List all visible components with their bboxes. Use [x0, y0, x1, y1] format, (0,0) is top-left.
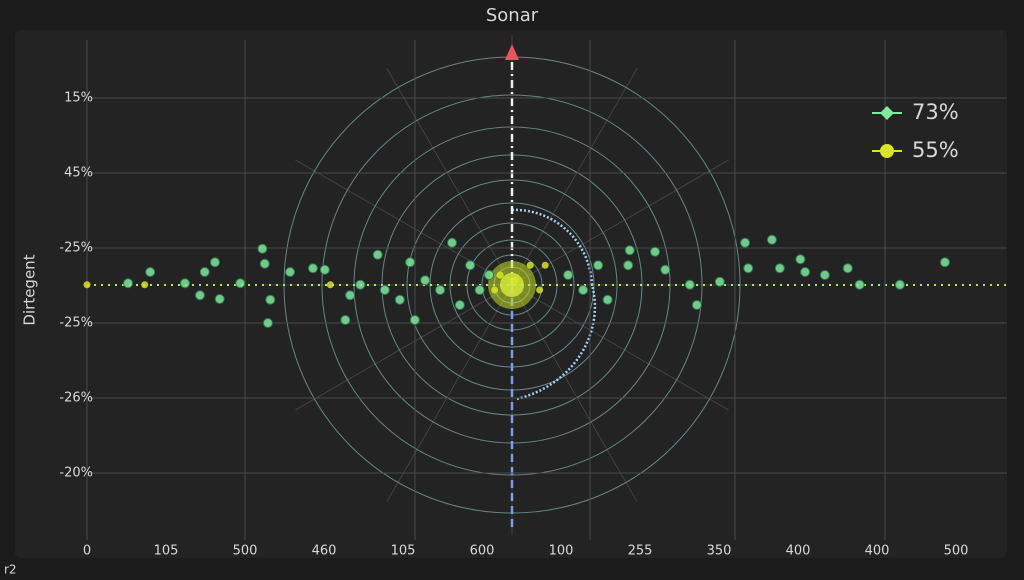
y-tick-label: -26% — [59, 391, 93, 406]
point — [259, 258, 270, 269]
point — [800, 267, 811, 277]
y-tick-label: 45% — [64, 166, 93, 181]
point — [454, 300, 465, 310]
sonar-sweep — [511, 208, 597, 401]
x-tick-label: 255 — [628, 544, 653, 559]
point — [602, 294, 613, 305]
sonar-spoke — [386, 68, 513, 286]
point — [496, 271, 504, 279]
point — [624, 245, 635, 256]
point — [235, 278, 246, 289]
point — [842, 263, 853, 274]
point — [141, 281, 149, 289]
point — [257, 243, 268, 254]
heading-arrow — [505, 44, 519, 60]
point — [345, 290, 356, 301]
point — [307, 263, 318, 274]
point — [465, 260, 476, 271]
point — [446, 237, 457, 248]
point — [623, 260, 634, 271]
point — [83, 281, 91, 289]
point — [199, 267, 210, 277]
legend-marker — [880, 144, 894, 158]
sonar-spoke — [511, 284, 638, 502]
x-tick-label: 500 — [233, 544, 258, 559]
y-tick-label: 15% — [64, 91, 93, 106]
point — [894, 279, 905, 290]
sonar-spoke — [511, 68, 638, 286]
point — [939, 257, 950, 268]
point — [340, 315, 351, 325]
point — [484, 270, 495, 280]
sonar-ring — [449, 222, 575, 348]
point — [691, 300, 702, 310]
point — [194, 290, 205, 301]
y-tick-label: -25% — [59, 316, 93, 331]
point — [766, 234, 777, 245]
point — [262, 318, 273, 328]
y-tick-label: -25% — [59, 241, 93, 256]
x-tick-label: 100 — [549, 544, 574, 559]
point — [526, 261, 534, 269]
point — [285, 267, 296, 277]
sonar-spoke — [295, 284, 513, 411]
point — [593, 260, 604, 271]
legend-label: 55% — [912, 138, 959, 162]
point — [536, 286, 544, 294]
point — [854, 279, 865, 290]
chart-title: Sonar — [486, 5, 539, 26]
x-tick-label: 105 — [391, 544, 416, 559]
sonar-spoke — [511, 284, 729, 411]
point — [209, 257, 220, 268]
point — [179, 278, 190, 289]
x-tick-label: 400 — [786, 544, 811, 559]
point — [684, 279, 695, 290]
point — [420, 275, 431, 286]
center-core — [500, 273, 524, 297]
point — [774, 263, 785, 274]
legend-label: 73% — [912, 100, 959, 124]
x-tick-label: 350 — [707, 544, 732, 559]
point — [541, 261, 549, 269]
corner-label: r2 — [4, 563, 17, 577]
point — [409, 315, 420, 325]
x-tick-label: 460 — [312, 544, 337, 559]
point — [379, 285, 390, 295]
sonar-spoke — [386, 284, 513, 502]
point — [319, 264, 330, 275]
x-tick-label: 600 — [470, 544, 495, 559]
x-tick-label: 0 — [83, 544, 91, 559]
point — [578, 285, 589, 295]
point — [511, 276, 519, 284]
legend-marker — [880, 106, 894, 120]
point — [491, 286, 499, 294]
point — [405, 257, 416, 268]
point — [743, 263, 754, 274]
point — [740, 237, 751, 248]
point — [372, 249, 383, 260]
sonar-decor — [87, 35, 1007, 535]
point — [435, 285, 446, 295]
point — [660, 264, 671, 275]
point — [714, 276, 725, 287]
y-tick-label: -20% — [59, 466, 93, 481]
point — [145, 267, 156, 277]
x-tick-label: 105 — [154, 544, 179, 559]
point — [326, 281, 334, 289]
x-tick-label: 400 — [865, 544, 890, 559]
point — [123, 278, 134, 289]
point — [474, 285, 485, 295]
point — [563, 270, 574, 280]
x-tick-label: 500 — [944, 544, 969, 559]
point — [819, 270, 830, 280]
point — [394, 294, 405, 305]
point — [265, 294, 276, 305]
y-axis-label: Dirtegent — [21, 254, 39, 325]
point — [795, 254, 806, 265]
sonar-spoke — [295, 159, 513, 286]
point — [650, 246, 661, 257]
point — [355, 279, 366, 290]
point — [214, 294, 225, 304]
